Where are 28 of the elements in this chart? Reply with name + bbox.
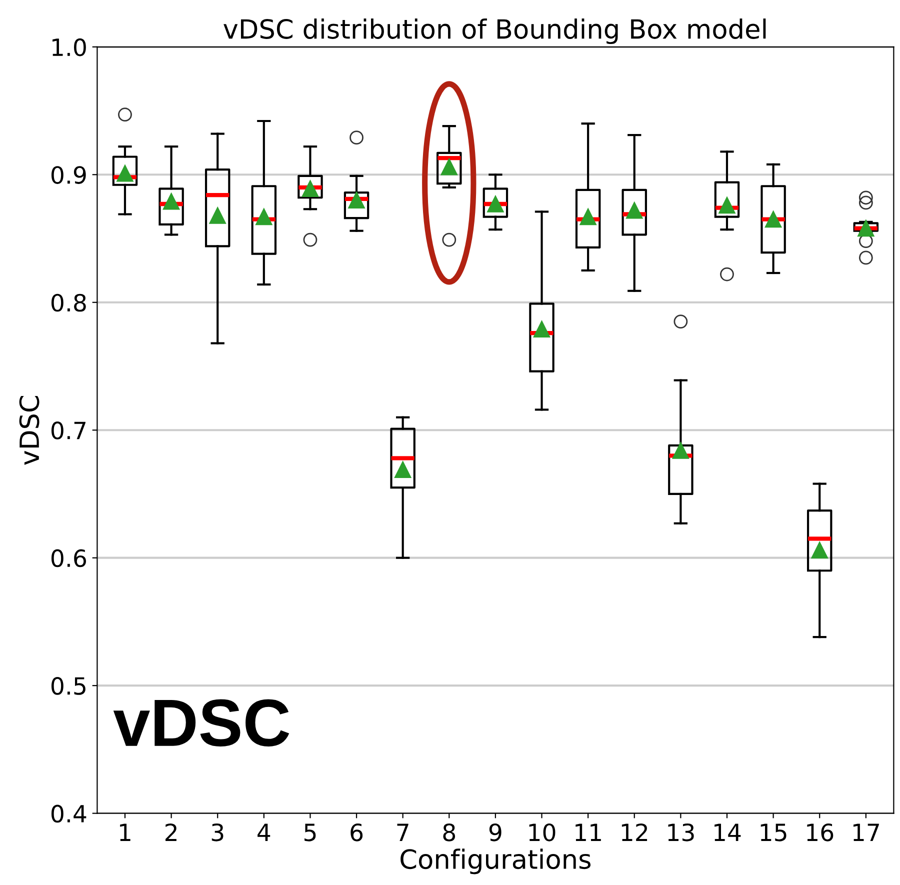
x-tick-label: 7 bbox=[397, 824, 408, 841]
x-tick-label: 6 bbox=[350, 823, 363, 842]
x-tick-label: 17 bbox=[853, 824, 879, 841]
x-tick-label: 13 bbox=[668, 823, 694, 842]
y-tick-label: 1.0 bbox=[52, 38, 86, 56]
x-tick-label: 1 bbox=[120, 824, 130, 841]
x-tick-label: 4 bbox=[258, 824, 270, 841]
y-axis-title: vDSC bbox=[19, 396, 40, 465]
y-tick-label: 0.5 bbox=[51, 677, 86, 695]
x-tick-label: 16 bbox=[807, 823, 834, 842]
x-tick-label: 11 bbox=[576, 824, 601, 841]
x-tick-label: 5 bbox=[304, 824, 316, 842]
y-tick-label: 0.7 bbox=[51, 422, 86, 440]
x-tick-label: 12 bbox=[622, 823, 648, 841]
x-tick-label: 3 bbox=[212, 823, 224, 842]
x-axis-title: Configurations bbox=[400, 848, 591, 874]
y-tick-label: 0.9 bbox=[51, 166, 86, 184]
x-tick-label: 2 bbox=[166, 823, 176, 841]
chart-title: vDSC distribution of Bounding Box model bbox=[224, 18, 766, 44]
x-tick-label: 8 bbox=[443, 823, 456, 842]
x-tick-label: 15 bbox=[760, 824, 786, 842]
x-tick-label: 9 bbox=[489, 823, 502, 842]
x-tick-label: 14 bbox=[714, 824, 741, 841]
y-tick-label: 0.6 bbox=[51, 549, 86, 568]
y-tick-label: 0.4 bbox=[51, 804, 86, 823]
annotation: vDSC bbox=[113, 699, 290, 746]
x-tick-label: 10 bbox=[529, 823, 556, 842]
y-tick-label: 0.8 bbox=[51, 294, 86, 312]
